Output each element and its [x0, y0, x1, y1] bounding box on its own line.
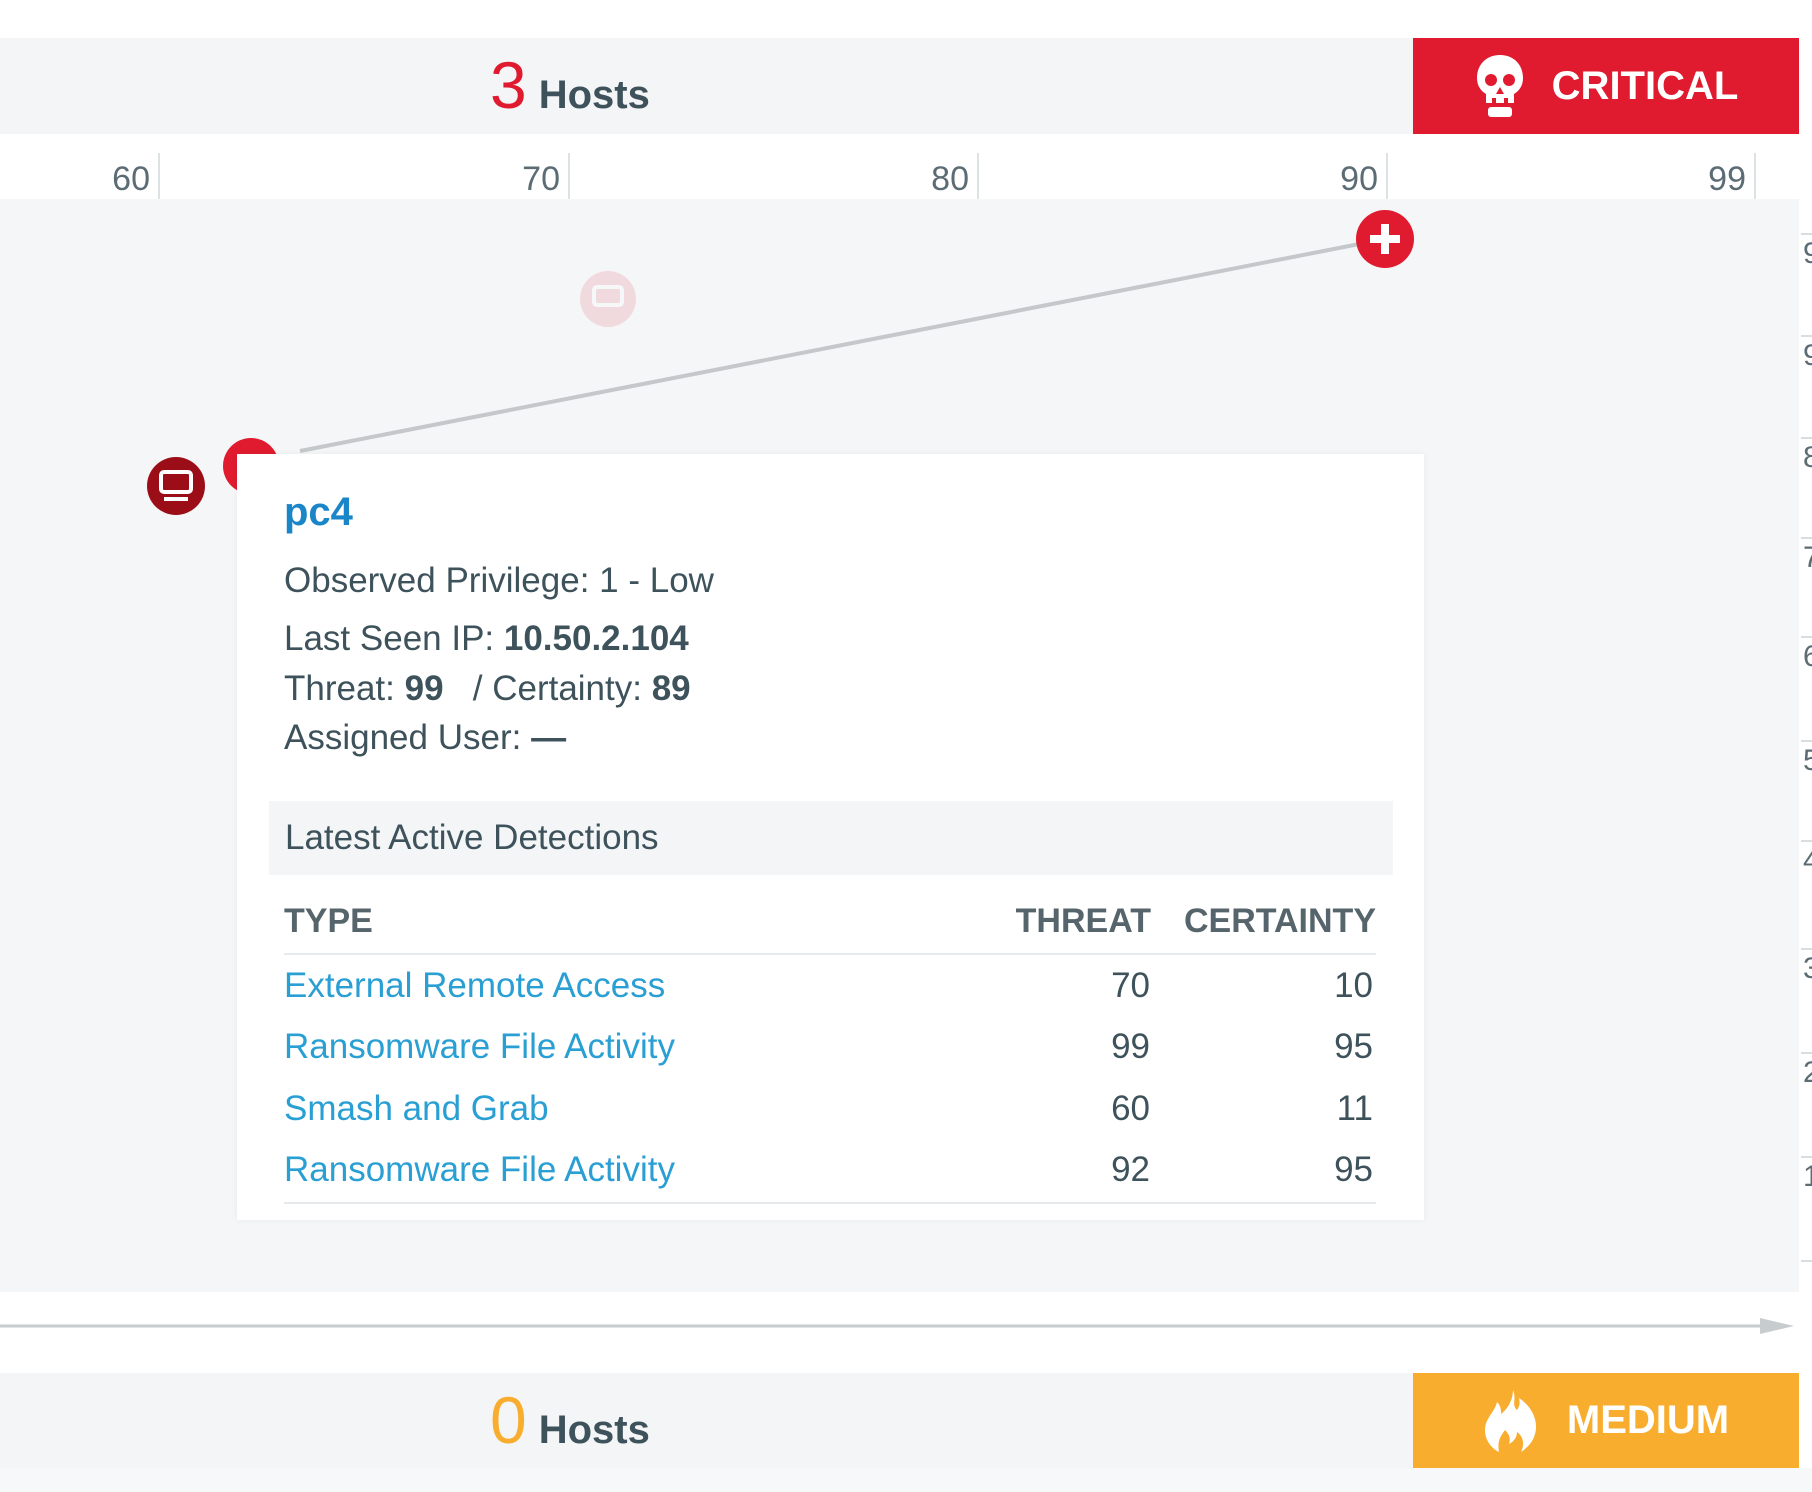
y-tick-label: 50 — [1803, 744, 1812, 777]
detection-threat: 99 — [1111, 1027, 1150, 1066]
medium-host-count[interactable]: 0 Hosts — [490, 1387, 650, 1453]
skull-icon — [1476, 55, 1523, 117]
x-tick-label: 80 — [931, 160, 969, 198]
x-tick-line — [158, 153, 160, 199]
critical-severity-badge: CRITICAL — [1413, 38, 1799, 134]
y-tick-line — [1801, 636, 1812, 638]
privilege-label: Observed Privilege: — [284, 561, 590, 600]
ip-label: Last Seen IP: — [284, 619, 495, 658]
y-tick-line — [1801, 840, 1812, 842]
section-title: Latest Active Detections — [269, 801, 1393, 875]
medium-count: 0 — [490, 1383, 527, 1457]
y-tick-line — [1801, 537, 1812, 539]
header-divider — [284, 953, 1376, 955]
x-tick-label: 99 — [1708, 160, 1746, 198]
x-tick-label: 60 — [112, 160, 150, 198]
host-name-link[interactable]: pc4 — [284, 490, 353, 534]
threat-value: 99 — [404, 669, 444, 708]
medium-severity-badge: MEDIUM — [1413, 1373, 1799, 1468]
user-value: — — [531, 718, 567, 757]
critical-host-count[interactable]: 3 Hosts — [490, 52, 650, 118]
y-tick-label: 10 — [1803, 1160, 1812, 1193]
assigned-user: Assigned User: — — [284, 718, 566, 758]
detection-certainty: 95 — [1334, 1150, 1373, 1189]
detection-type-link[interactable]: Ransomware File Activity — [284, 1150, 675, 1189]
y-tick-line — [1801, 233, 1812, 235]
host-marker-critical[interactable] — [1356, 210, 1414, 268]
y-tick-label: 99 — [1803, 237, 1812, 270]
x-tick-line — [1386, 153, 1388, 199]
table-bottom-divider — [284, 1202, 1376, 1204]
connector-line — [299, 237, 1386, 453]
column-certainty: CERTAINTY — [1183, 902, 1376, 940]
y-tick-label: 60 — [1803, 640, 1812, 673]
critical-label: CRITICAL — [1551, 63, 1739, 108]
y-tick-line — [1801, 1052, 1812, 1054]
last-seen-ip: Last Seen IP: 10.50.2.104 — [284, 619, 689, 659]
detection-row: Ransomware File Activity 99 95 — [284, 1027, 1376, 1087]
column-threat: THREAT — [1015, 902, 1151, 940]
y-tick-line — [1801, 1260, 1812, 1262]
threat-label: Threat: — [284, 669, 395, 708]
detection-threat: 60 — [1111, 1089, 1150, 1128]
flame-icon — [1484, 1389, 1536, 1452]
detection-row: Smash and Grab 60 11 — [284, 1089, 1376, 1149]
detection-threat: 70 — [1111, 966, 1150, 1005]
detection-row: External Remote Access 70 10 — [284, 966, 1376, 1026]
next-band-edge — [0, 1468, 1812, 1492]
host-tooltip: pc4 Observed Privilege: 1 - Low Last See… — [237, 454, 1424, 1220]
medium-label: MEDIUM — [1566, 1398, 1730, 1442]
detection-type-link[interactable]: External Remote Access — [284, 966, 666, 1005]
x-tick-line — [1754, 153, 1756, 199]
host-marker-faded[interactable] — [580, 271, 636, 327]
y-tick-line — [1801, 740, 1812, 742]
plus-icon — [1370, 224, 1400, 254]
threat-certainty: Threat: 99 / Certainty: 89 — [284, 669, 691, 709]
detection-threat: 92 — [1111, 1150, 1150, 1189]
detection-type-link[interactable]: Ransomware File Activity — [284, 1027, 675, 1066]
hosts-label: Hosts — [538, 73, 650, 117]
user-label: Assigned User: — [284, 718, 522, 757]
hosts-label: Hosts — [538, 1408, 650, 1452]
observed-privilege: Observed Privilege: 1 - Low — [284, 561, 714, 601]
certainty-label: / Certainty: — [472, 669, 642, 708]
detection-certainty: 95 — [1334, 1027, 1373, 1066]
privilege-value: 1 - Low — [599, 561, 714, 600]
y-tick-line — [1801, 1156, 1812, 1158]
certainty-value: 89 — [651, 669, 691, 708]
y-tick-label: 20 — [1803, 1056, 1812, 1089]
detection-certainty: 10 — [1334, 966, 1373, 1005]
ip-value: 10.50.2.104 — [503, 619, 689, 658]
detection-type-link[interactable]: Smash and Grab — [284, 1089, 549, 1128]
x-tick-line — [977, 153, 979, 199]
detection-row: Ransomware File Activity 92 95 — [284, 1150, 1376, 1210]
y-tick-label: 30 — [1803, 952, 1812, 985]
x-tick-label: 70 — [522, 160, 560, 198]
y-tick-line — [1801, 335, 1812, 337]
x-tick-label: 90 — [1340, 160, 1378, 198]
y-tick-line — [1801, 437, 1812, 439]
monitor-icon — [159, 470, 193, 501]
y-tick-label: 70 — [1803, 541, 1812, 574]
detection-certainty: 11 — [1336, 1089, 1373, 1128]
y-tick-label: 40 — [1803, 844, 1812, 877]
y-tick-label: 90 — [1803, 339, 1812, 372]
y-tick-label: 80 — [1803, 441, 1812, 474]
x-tick-line — [568, 153, 570, 199]
column-type: TYPE — [284, 902, 373, 940]
y-tick-line — [1801, 948, 1812, 950]
critical-count: 3 — [490, 48, 527, 122]
threat-axis-arrow — [0, 1318, 1794, 1334]
